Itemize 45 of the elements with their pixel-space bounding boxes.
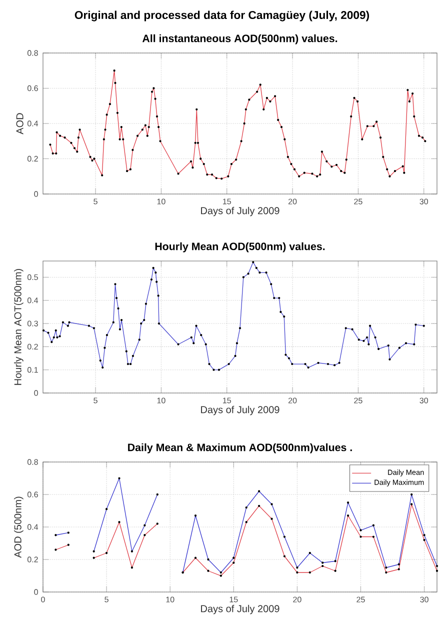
y-tick-label: 0.8	[27, 50, 38, 56]
chart-title: Original and processed data for Camagüey (July, 2009)	[74, 10, 369, 22]
y-axis-title: AOD (500nm)	[14, 496, 24, 558]
y-axis-title: AOD	[16, 113, 24, 134]
x-tick-label: 30	[420, 398, 428, 404]
x-tick-label: 0	[41, 596, 45, 602]
x-axis-title: Days of July 2009	[201, 206, 280, 216]
y-tick-label: 0.2	[27, 556, 38, 562]
x-tick-label: 10	[166, 596, 174, 602]
x-tick-label: 25	[354, 398, 362, 404]
x-tick-label: 10	[157, 398, 166, 404]
chart-subtitle: All instantaneous AOD(500nm) values.	[142, 34, 338, 44]
x-tick-label: 30	[420, 596, 428, 602]
chart-title: Daily Mean & Maximum AOD(500nm)values .	[128, 443, 352, 454]
chart-title: Hourly Mean AOD(500nm) values.	[155, 242, 325, 252]
x-tick-label: 20	[288, 398, 297, 404]
y-tick-label: 0.2	[27, 344, 38, 350]
y-tick-label: 0	[34, 390, 38, 396]
x-tick-label: 5	[94, 198, 98, 204]
x-axis-title: Days of July 2009	[201, 604, 280, 614]
y-tick-label: 0.5	[27, 274, 38, 280]
x-tick-label: 20	[288, 198, 297, 204]
x-tick-label: 15	[223, 198, 231, 204]
x-tick-label: 25	[356, 596, 365, 602]
y-axis-title: Hourly Mean AOT(500nm)	[14, 269, 24, 385]
x-tick-label: 5	[94, 398, 98, 404]
y-tick-label: 0.8	[27, 459, 38, 465]
x-tick-label: 20	[293, 596, 302, 602]
x-tick-label: 15	[230, 596, 238, 602]
x-tick-label: 30	[420, 198, 428, 204]
y-tick-label: 0.3	[27, 320, 38, 326]
y-tick-label: 0.6	[27, 492, 38, 498]
y-tick-label: 0	[34, 191, 38, 197]
y-tick-label: 0.4	[27, 524, 38, 530]
x-tick-label: 25	[354, 198, 362, 204]
y-tick-label: 0	[34, 589, 38, 595]
y-tick-label: 0.2	[27, 156, 38, 162]
x-tick-label: 10	[157, 198, 166, 204]
x-tick-label: 15	[223, 398, 231, 404]
y-tick-label: 0.4	[27, 298, 38, 304]
y-tick-label: 0.6	[27, 85, 38, 92]
y-tick-label: 0.4	[27, 120, 38, 126]
y-tick-label: 0.1	[27, 367, 38, 373]
x-tick-label: 5	[104, 596, 108, 602]
x-axis-title: Days of July 2009	[201, 406, 280, 416]
